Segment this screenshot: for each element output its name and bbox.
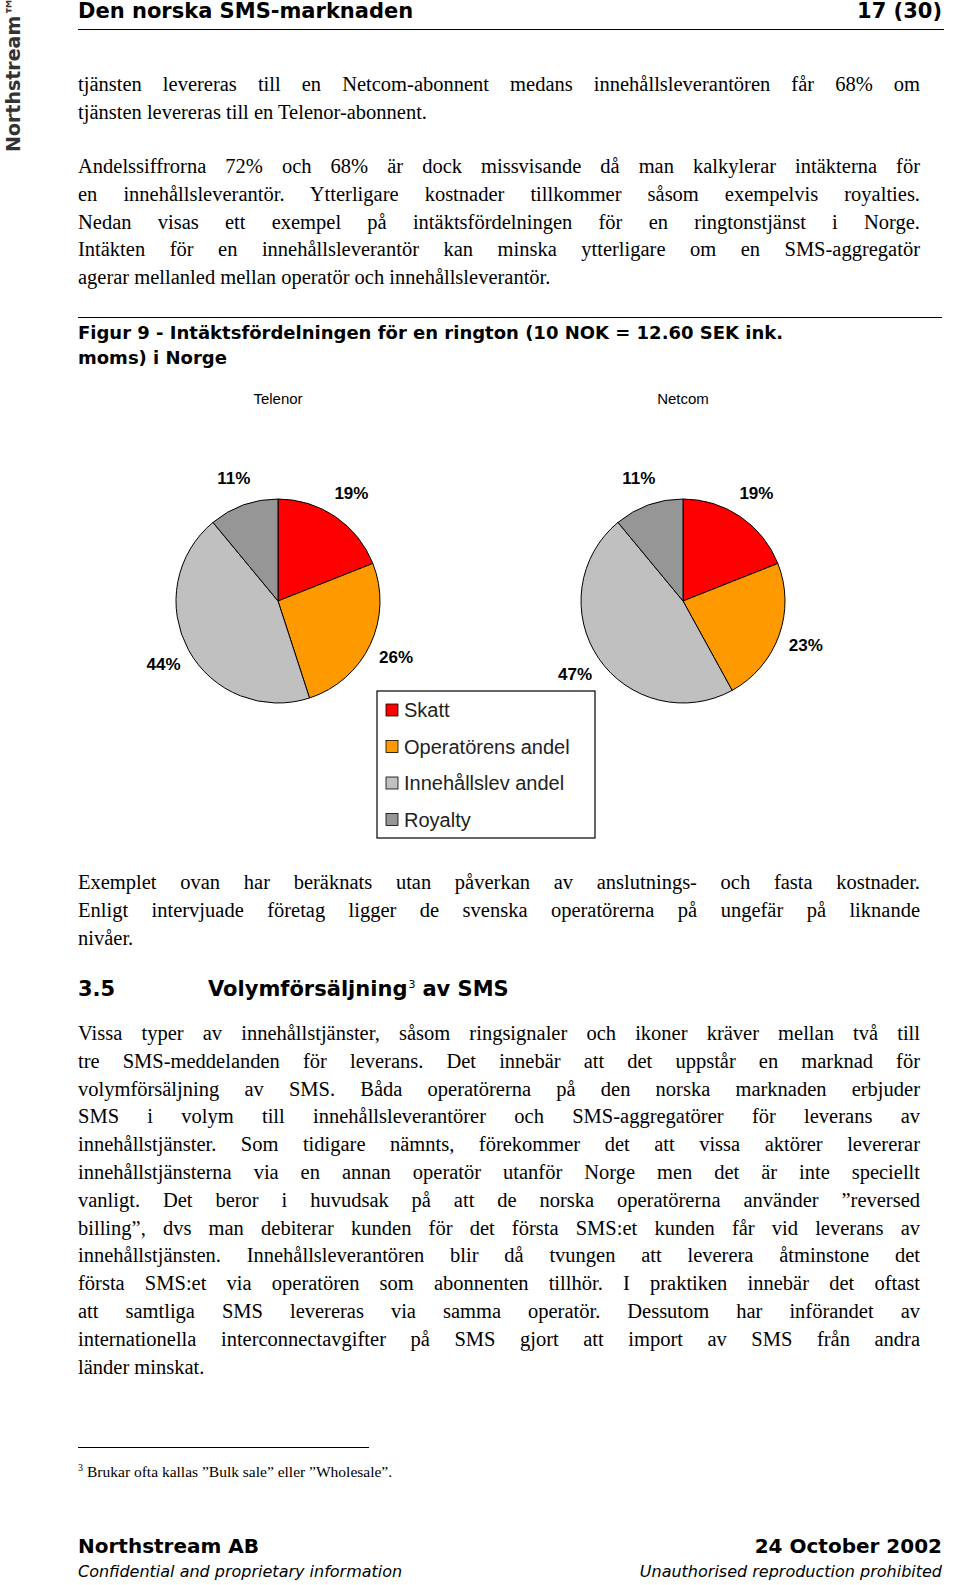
text-line: Andelssiffrorna 72% och 68% är dock miss… bbox=[78, 153, 920, 181]
section-title-rest: av SMS bbox=[422, 977, 508, 1001]
footnote-text: Brukar ofta kallas ”Bulk sale” eller ”Wh… bbox=[87, 1463, 392, 1480]
text-line: tre SMS-meddelanden för leverans. Det in… bbox=[78, 1048, 920, 1076]
footer-left: Confidential and proprietary information bbox=[78, 1562, 402, 1581]
data-label: 44% bbox=[147, 655, 181, 674]
data-labels: 19% 23% 47% 11% bbox=[558, 469, 823, 684]
text-line: att samtliga SMS levereras via samma ope… bbox=[78, 1298, 920, 1326]
text-line: nivåer. bbox=[78, 925, 920, 953]
paragraph: tjänsten levereras till en Netcom-abonne… bbox=[78, 71, 920, 127]
footnote-rule bbox=[78, 1447, 369, 1448]
legend-entry: Royalty bbox=[404, 809, 471, 831]
text-line: första SMS:et via operatören som abonnen… bbox=[78, 1270, 920, 1298]
paragraph: Andelssiffrorna 72% och 68% är dock miss… bbox=[78, 153, 920, 292]
footnote: 3 Brukar ofta kallas ”Bulk sale” eller ”W… bbox=[78, 1462, 392, 1481]
figure-rule bbox=[78, 317, 942, 318]
slices: SkattOperatörens andelInnehållslev andel… bbox=[176, 499, 380, 703]
slices: SkattOperatörens andelInnehållslev andel… bbox=[581, 499, 785, 703]
figure-title-line: moms) i Norge bbox=[78, 345, 783, 370]
legend-swatch bbox=[386, 704, 398, 716]
legend-swatch bbox=[386, 777, 398, 789]
footer-company: Northstream AB bbox=[78, 1534, 259, 1558]
legend-entry: Operatörens andel bbox=[404, 736, 570, 758]
text-line: en innehållsleverantör. Ytterligare kost… bbox=[78, 181, 920, 209]
section-heading: Volymförsäljning3 av SMS bbox=[208, 977, 509, 1001]
logo: Northstream™ bbox=[0, 0, 30, 170]
text-line: Nedan visas ett exempel på intäktsfördel… bbox=[78, 209, 920, 237]
header-page: 17 (30) bbox=[857, 0, 942, 23]
pie-slice: Royalty bbox=[618, 499, 683, 601]
text-line: tjänsten levereras till en Telenor-abonn… bbox=[78, 99, 920, 127]
data-label: 23% bbox=[789, 636, 823, 655]
text-line: tjänsten levereras till en Netcom-abonne… bbox=[78, 71, 920, 99]
data-labels: 19% 26% 44% 11% bbox=[147, 469, 414, 674]
text-line: agerar mellanled mellan operatör och inn… bbox=[78, 264, 920, 292]
legend: Skatt Operatörens andel Innehållslev andel… bbox=[377, 691, 595, 838]
data-label: 47% bbox=[558, 665, 592, 684]
text-line: innehållstjänsterna via en annan operatö… bbox=[78, 1159, 920, 1187]
pie-chart: Netcom SkattOperatörens andelInnehållslev… bbox=[558, 390, 823, 703]
paragraph: Exemplet ovan har beräknats utan påverka… bbox=[78, 869, 920, 952]
pie-chart: Telenor SkattOperatörens andelInnehållsle… bbox=[147, 390, 414, 703]
text-line: Vissa typer av innehållstjänster, såsom … bbox=[78, 1020, 920, 1048]
text-line: internationella interconnectavgifter på … bbox=[78, 1326, 920, 1354]
text-line: billing”, dvs man debiterar kunden för d… bbox=[78, 1215, 920, 1243]
chart-title: Telenor bbox=[253, 390, 302, 407]
legend-entry: Skatt bbox=[404, 699, 450, 721]
data-label: 19% bbox=[739, 484, 773, 503]
section-title: Volymförsäljning bbox=[208, 977, 407, 1001]
text-line: Exemplet ovan har beräknats utan påverka… bbox=[78, 869, 920, 897]
footnote-number: 3 bbox=[78, 1462, 83, 1473]
text-line: vanligt. Det beror i huvudsak på att de … bbox=[78, 1187, 920, 1215]
section-number: 3.5 bbox=[78, 977, 115, 1001]
data-label: 26% bbox=[379, 648, 413, 667]
paragraph: Vissa typer av innehållstjänster, såsom … bbox=[78, 1020, 920, 1381]
data-label: 11% bbox=[622, 469, 655, 488]
text-line: SMS i volym till innehållsleverantörer o… bbox=[78, 1103, 920, 1131]
header-title: Den norska SMS-marknaden bbox=[78, 0, 413, 23]
data-label: 11% bbox=[217, 469, 250, 488]
figure-title: Figur 9 - Intäktsfördelningen för en rin… bbox=[78, 320, 783, 370]
text-line: volymförsäljning av SMS. Båda operatörer… bbox=[78, 1076, 920, 1104]
legend-entry: Innehållslev andel bbox=[404, 772, 564, 794]
text-line: Enligt intervjuade företag ligger de sve… bbox=[78, 897, 920, 925]
text-line: innehållstjänsten. Innehållsleverantören… bbox=[78, 1242, 920, 1270]
chart-title: Netcom bbox=[657, 390, 709, 407]
data-label: 19% bbox=[334, 484, 368, 503]
footnote-ref: 3 bbox=[408, 978, 415, 991]
legend-swatch bbox=[386, 741, 398, 753]
text-line: innehållstjänster. Som tidigare nämnts, … bbox=[78, 1131, 920, 1159]
legend-swatch bbox=[386, 814, 398, 826]
header-rule bbox=[78, 29, 944, 30]
logo-text: Northstream™ bbox=[2, 0, 24, 152]
footer-right: Unauthorised reproduction prohibited bbox=[640, 1562, 942, 1581]
text-line: länder minskat. bbox=[78, 1354, 920, 1382]
footer-date: 24 October 2002 bbox=[755, 1534, 942, 1558]
figure-title-line: Figur 9 - Intäktsfördelningen för en rin… bbox=[78, 320, 783, 345]
pie-slice: Royalty bbox=[213, 499, 278, 601]
legend-box bbox=[377, 691, 595, 838]
text-line: Intäkten för en innehållsleverantör kan … bbox=[78, 236, 920, 264]
